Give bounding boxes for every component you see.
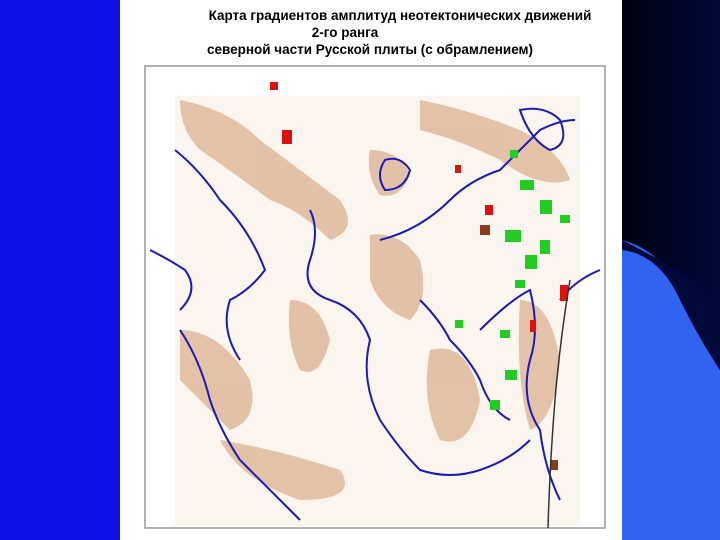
green-areas — [455, 150, 570, 410]
rivers — [149, 107, 601, 521]
title-line: северной части Русской плиты (с обрамлен… — [207, 42, 533, 57]
red-areas — [270, 82, 568, 332]
title-line: 2-го ранга — [312, 25, 379, 40]
boundary — [547, 279, 571, 529]
title-line: Карта градиентов амплитуд неотектоническ… — [209, 8, 592, 23]
map — [144, 65, 606, 529]
right-shape-edge — [622, 240, 720, 370]
right-shape — [622, 240, 720, 540]
brown-areas — [480, 225, 558, 470]
left-band — [0, 0, 120, 540]
gradient-zones — [180, 100, 570, 500]
